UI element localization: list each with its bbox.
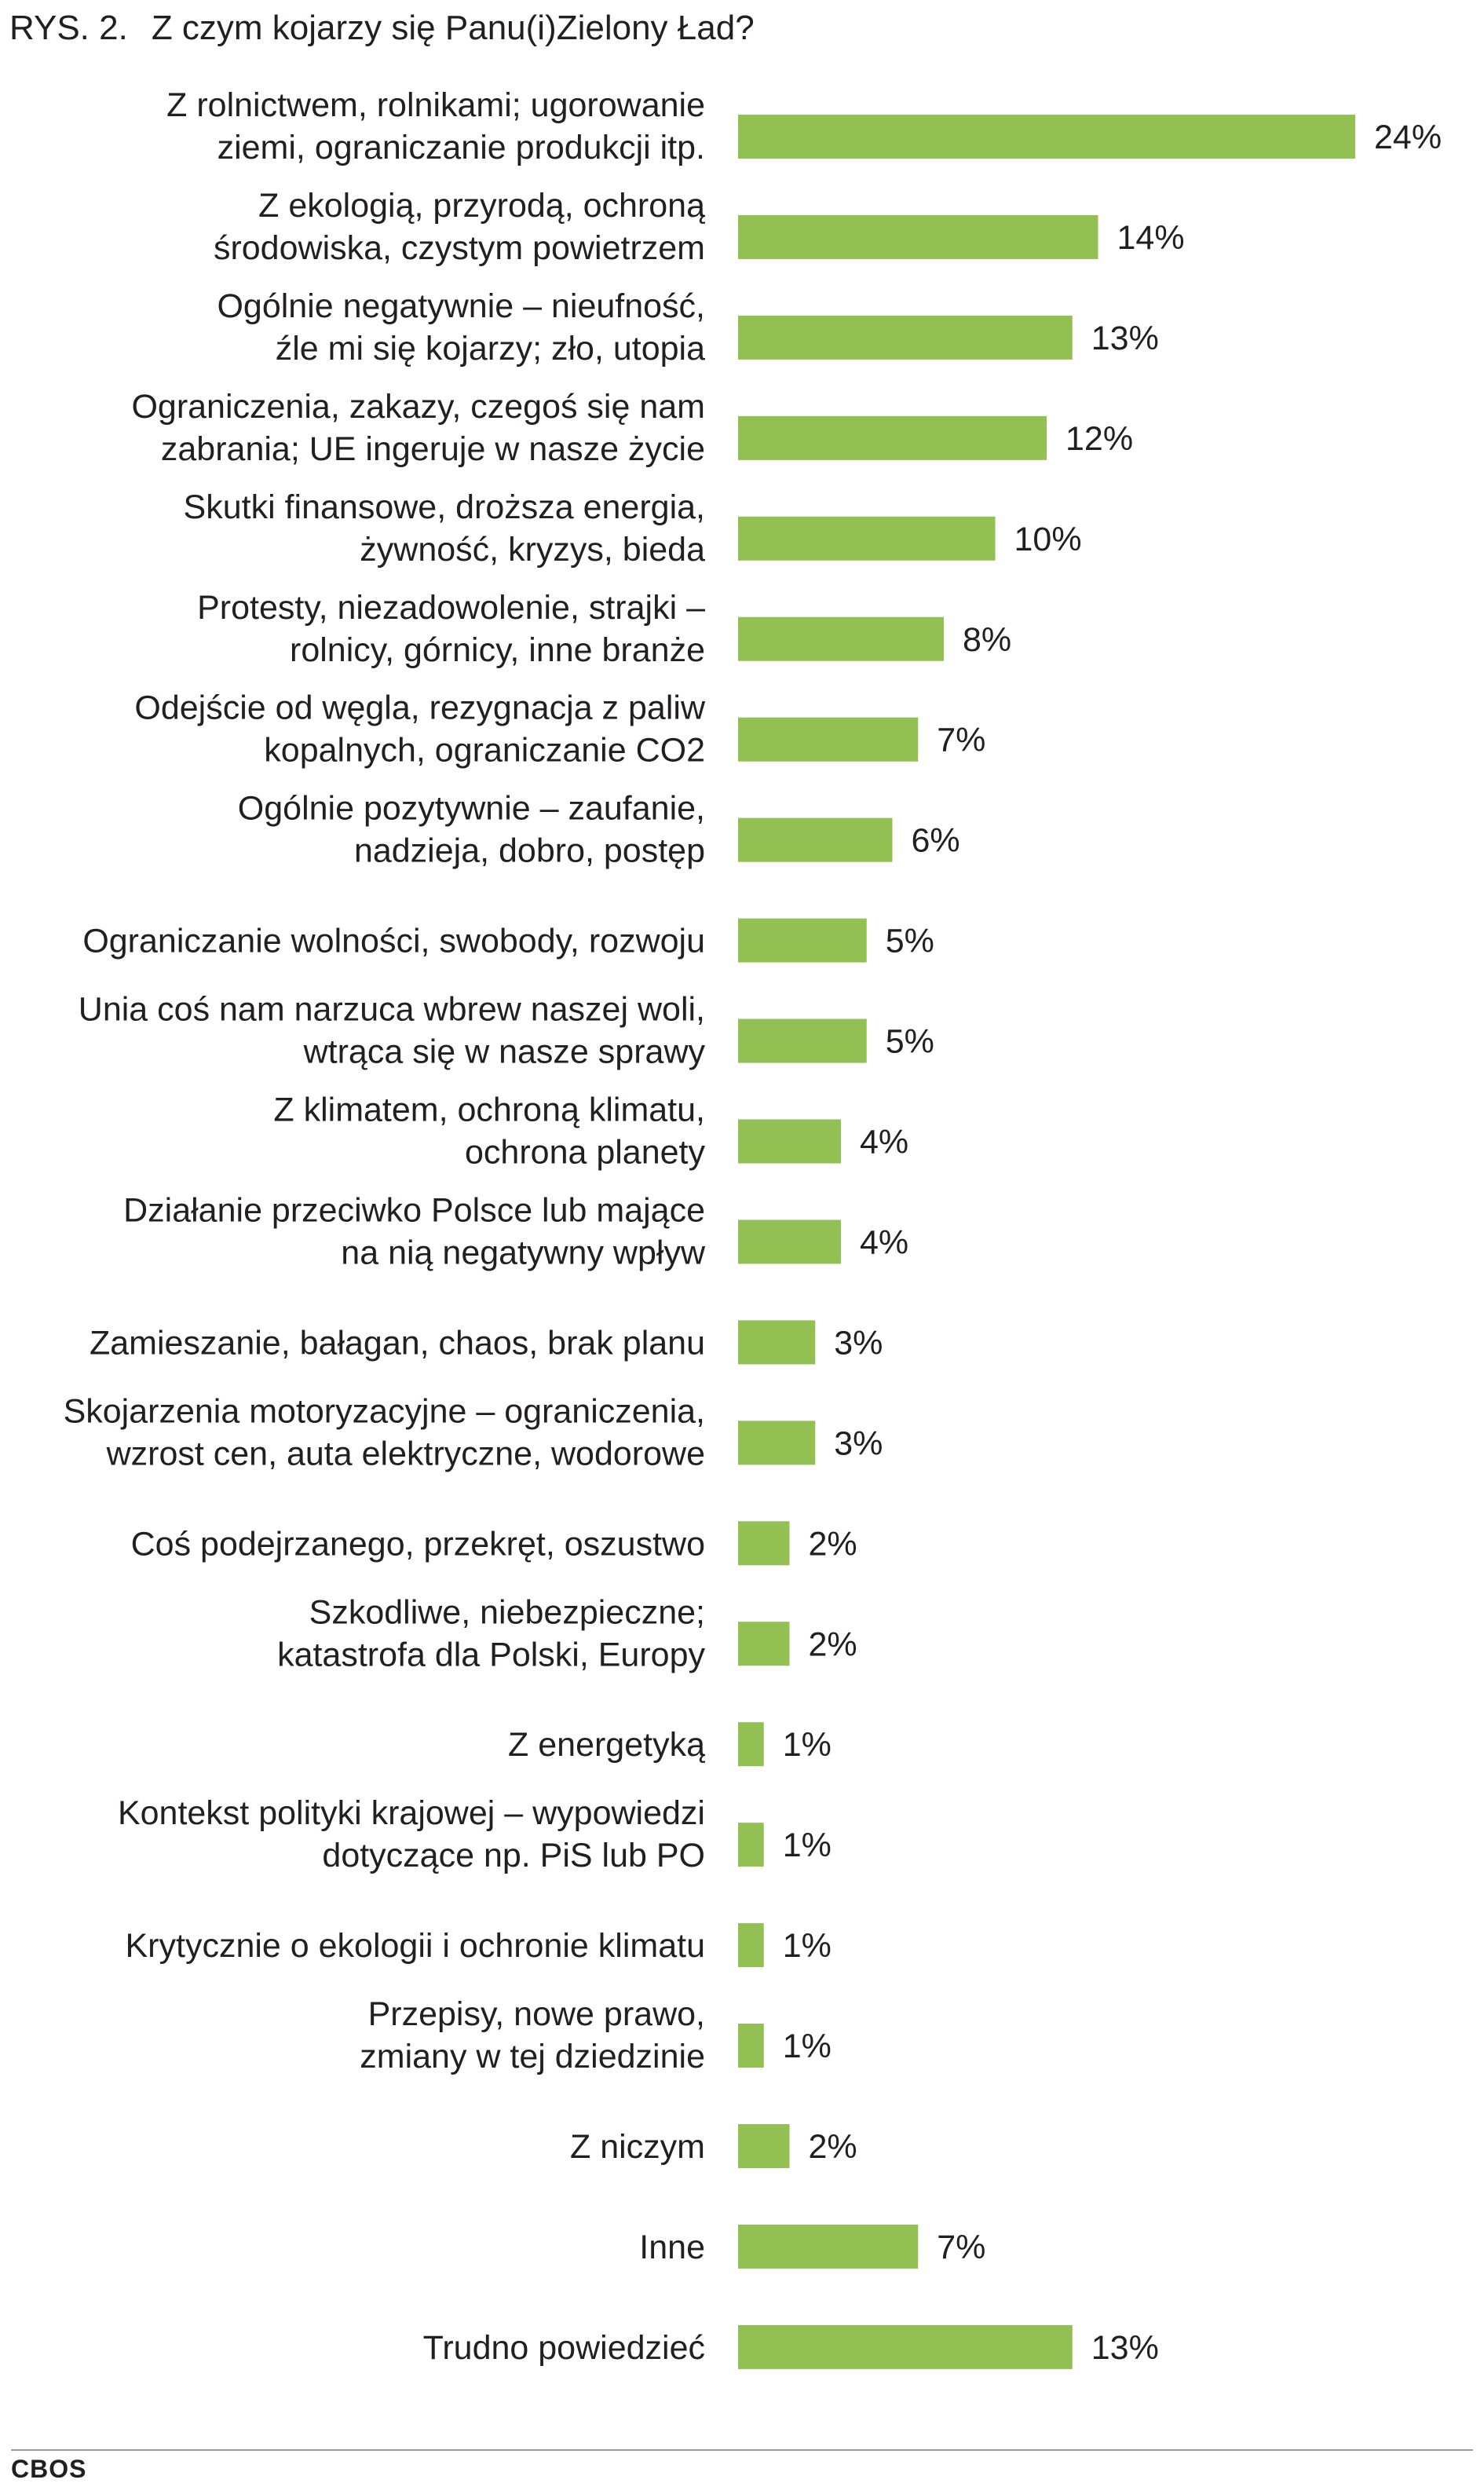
source-label: CBOS xyxy=(11,2455,87,2483)
category-label-19: Krytycznie o ekologii i ochronie klimatu xyxy=(126,1927,706,1965)
value-label-18: 1% xyxy=(783,1827,832,1864)
bar-5 xyxy=(738,516,996,561)
value-label-8: 6% xyxy=(912,822,960,860)
bar-7 xyxy=(738,717,919,762)
value-label-21: 2% xyxy=(809,2128,857,2166)
category-label-7-line-1: Odejście od węgla, rezygnacja z paliw xyxy=(134,689,706,727)
category-label-15: Coś podejrzanego, przekręt, oszustwo xyxy=(131,1525,705,1563)
value-label-3: 13% xyxy=(1091,320,1159,357)
category-label-4-line-1: Ograniczenia, zakazy, czegoś się nam xyxy=(131,388,705,426)
category-label-18-line-2: dotyczące np. PiS lub PO xyxy=(322,1837,705,1874)
category-label-23: Trudno powiedzieć xyxy=(423,2329,705,2367)
category-label-6-line-2: rolnicy, górnicy, inne branże xyxy=(290,631,705,669)
category-label-11-line-2: ochrona planety xyxy=(465,1134,705,1172)
value-label-17: 1% xyxy=(783,1726,832,1764)
category-label-10-line-2: wtrąca się w nasze sprawy xyxy=(303,1033,706,1071)
category-label-21: Z niczym xyxy=(570,2128,705,2166)
bar-1 xyxy=(738,115,1355,159)
value-label-11: 4% xyxy=(860,1124,908,1161)
category-label-16-line-2: katastrofa dla Polski, Europy xyxy=(277,1636,705,1673)
value-label-9: 5% xyxy=(886,923,934,960)
category-label-11-line-1: Z klimatem, ochroną klimatu, xyxy=(273,1092,705,1129)
category-label-16-line-1: Szkodliwe, niebezpieczne; xyxy=(309,1593,705,1631)
bar-17 xyxy=(738,1722,764,1767)
value-label-19: 1% xyxy=(783,1927,832,1965)
bar-15 xyxy=(738,1521,790,1566)
value-label-14: 3% xyxy=(834,1424,883,1462)
category-label-5-line-2: żywność, kryzys, bieda xyxy=(360,531,705,569)
chart-title: RYS. 2. Z czym kojarzy się Panu(i)Zielony… xyxy=(9,6,755,50)
bar-11 xyxy=(738,1119,841,1164)
bar-2 xyxy=(738,214,1098,259)
category-label-20-line-2: zmiany w tej dziedzinie xyxy=(360,2038,705,2075)
bar-23 xyxy=(738,2324,1073,2369)
category-label-13: Zamieszanie, bałagan, chaos, brak planu xyxy=(90,1324,705,1362)
category-label-2-line-1: Z ekologią, przyrodą, ochroną xyxy=(258,187,705,225)
value-label-5: 10% xyxy=(1014,521,1082,558)
category-label-20-line-1: Przepisy, nowe prawo, xyxy=(368,1995,705,2033)
bar-16 xyxy=(738,1622,790,1666)
value-label-16: 2% xyxy=(809,1625,857,1663)
category-label-2-line-2: środowiska, czystym powietrzem xyxy=(214,229,705,267)
bar-13 xyxy=(738,1320,816,1365)
bar-20 xyxy=(738,2024,764,2068)
category-label-18-line-1: Kontekst polityki krajowej – wypowiedzi xyxy=(118,1794,705,1832)
bar-18 xyxy=(738,1823,764,1867)
category-label-14-line-1: Skojarzenia motoryzacyjne – ograniczenia… xyxy=(64,1392,705,1430)
value-label-6: 8% xyxy=(963,621,1011,659)
category-label-8-line-2: nadzieja, dobro, postęp xyxy=(354,832,705,870)
category-label-9: Ograniczanie wolności, swobody, rozwoju xyxy=(82,923,705,960)
category-label-5-line-1: Skutki finansowe, droższa energia, xyxy=(184,488,705,526)
bar-6 xyxy=(738,616,944,661)
category-label-4-line-2: zabrania; UE ingeruje w nasze życie xyxy=(161,430,705,468)
bar-12 xyxy=(738,1220,841,1264)
value-label-15: 2% xyxy=(809,1525,857,1563)
category-label-14-line-2: wzrost cen, auta elektryczne, wodorowe xyxy=(106,1435,705,1472)
category-label-12-line-2: na nią negatywny wpływ xyxy=(341,1234,706,1271)
category-label-8-line-1: Ogólnie pozytywnie – zaufanie, xyxy=(238,790,705,828)
figure-title: Z czym kojarzy się Panu(i)Zielony Ład? xyxy=(151,9,755,47)
category-label-3-line-1: Ogólnie negatywnie – nieufność, xyxy=(217,287,705,325)
category-label-6-line-1: Protesty, niezadowolenie, strajki – xyxy=(197,589,705,627)
bar-4 xyxy=(738,415,1047,460)
category-label-17: Z energetyką xyxy=(508,1726,705,1764)
value-label-23: 13% xyxy=(1091,2329,1159,2367)
bar-9 xyxy=(738,918,867,963)
bar-3 xyxy=(738,315,1073,360)
footer-divider xyxy=(11,2449,1473,2451)
value-label-20: 1% xyxy=(783,2028,832,2065)
bar-21 xyxy=(738,2124,790,2168)
category-label-7-line-2: kopalnych, ograniczanie CO2 xyxy=(264,732,705,770)
value-label-4: 12% xyxy=(1065,420,1133,458)
value-label-10: 5% xyxy=(886,1023,934,1061)
figure-number: RYS. 2. xyxy=(9,9,128,47)
bar-19 xyxy=(738,1923,764,1968)
bar-8 xyxy=(738,817,893,862)
category-label-12-line-1: Działanie przeciwko Polsce lub mające xyxy=(123,1191,705,1229)
bar-14 xyxy=(738,1421,816,1465)
category-label-22: Inne xyxy=(639,2229,705,2266)
value-label-12: 4% xyxy=(860,1223,908,1261)
category-label-1-line-2: ziemi, ograniczanie produkcji itp. xyxy=(217,129,705,166)
category-label-10-line-1: Unia coś nam narzuca wbrew naszej woli, xyxy=(79,991,705,1029)
category-label-3-line-2: źle mi się kojarzy; zło, utopia xyxy=(276,330,705,368)
category-label-1-line-1: Z rolnictwem, rolnikami; ugorowanie xyxy=(166,86,705,124)
value-label-1: 24% xyxy=(1374,119,1442,156)
value-label-2: 14% xyxy=(1117,219,1185,257)
bar-22 xyxy=(738,2224,919,2269)
value-label-7: 7% xyxy=(937,722,985,759)
bar-10 xyxy=(738,1018,867,1063)
value-label-22: 7% xyxy=(937,2229,985,2266)
value-label-13: 3% xyxy=(834,1324,883,1362)
